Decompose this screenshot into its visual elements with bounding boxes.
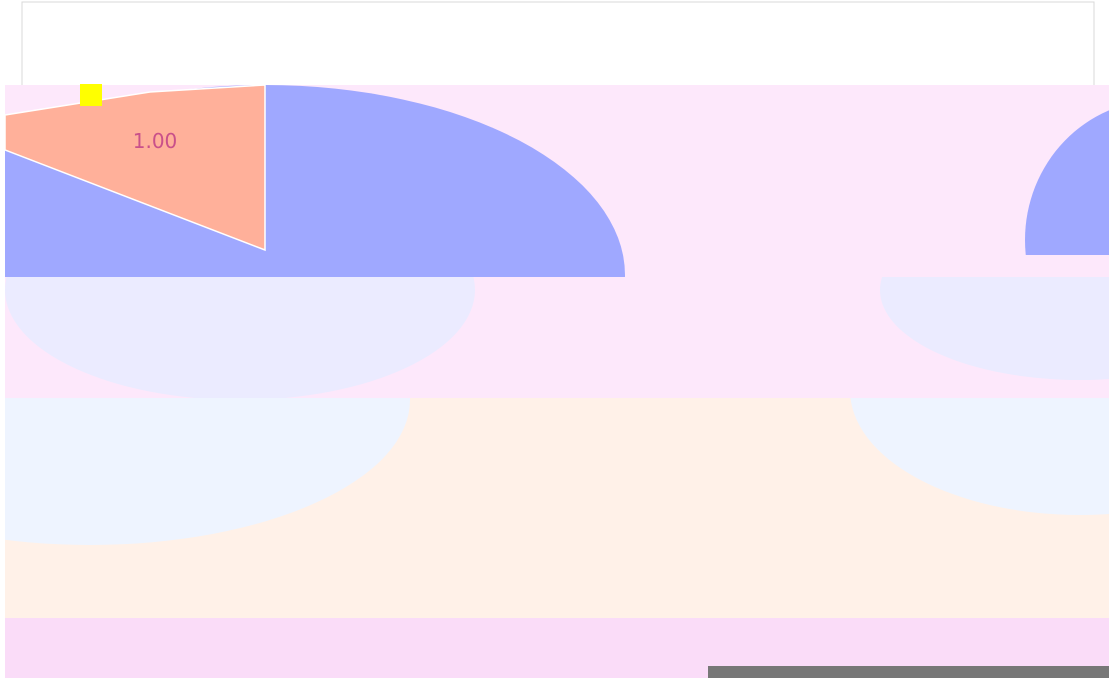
- band: [5, 398, 1109, 618]
- scrollbar: [708, 666, 1109, 678]
- shape: [850, 398, 1109, 515]
- pie-slice: [5, 85, 266, 252]
- pie-slice: [1025, 110, 1109, 277]
- overlay: [880, 255, 1109, 277]
- pie-band: [5, 85, 1109, 277]
- band: [5, 277, 1109, 398]
- shape: [880, 277, 1109, 380]
- shape: [5, 277, 475, 398]
- shape: [5, 398, 410, 545]
- legend-swatch: [80, 84, 102, 106]
- header-box: [21, 1, 1095, 93]
- slice-label: 1.00: [133, 129, 178, 153]
